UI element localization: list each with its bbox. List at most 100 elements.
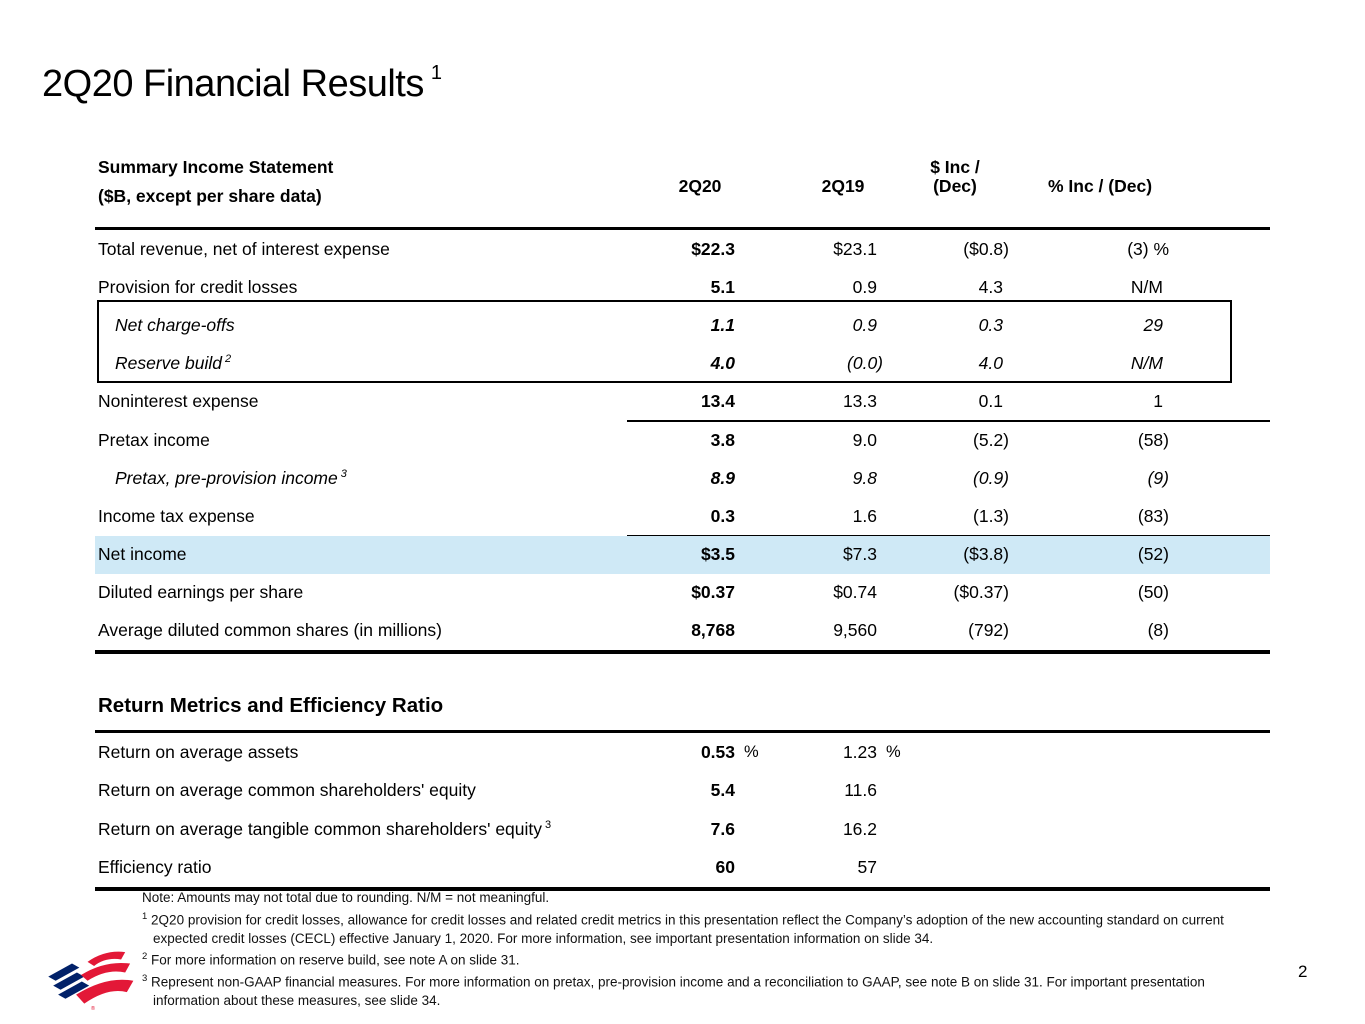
cell-dollar-inc-dec: (1.3): [973, 505, 1009, 526]
cell-2q19: 0.9: [852, 276, 877, 297]
cell-pct-inc-dec: (8): [1147, 620, 1169, 641]
cell-dollar-inc-dec: (792): [968, 620, 1009, 641]
cell-dollar-inc-dec: ($0.8): [963, 238, 1009, 259]
income-statement-header: Summary Income Statement ($B, except per…: [95, 137, 1270, 230]
cell-2q20: 8,768: [691, 620, 735, 641]
income-statement-table: Summary Income Statement ($B, except per…: [95, 137, 1270, 655]
page-number: 2: [1298, 962, 1308, 981]
cell-2q20: 0.3: [710, 505, 735, 526]
cell-dollar-inc-dec: 4.0: [978, 353, 1003, 374]
cell-2q20: $22.3: [691, 238, 735, 259]
cell-2q19: $23.1: [833, 238, 877, 259]
flag-logo-icon: ®: [48, 951, 134, 1012]
table-row: Efficiency ratio 60 57: [95, 849, 1270, 888]
table-row: Diluted earnings per share $0.37 $0.74 ($0.…: [95, 574, 1270, 612]
cell-dollar-inc-dec: 0.3: [978, 314, 1003, 335]
row-label: Provision for credit losses: [98, 276, 298, 297]
cell-2q20: 60: [715, 857, 735, 878]
cell-2q19: 9.0: [852, 429, 877, 450]
table-row: Net charge-offs 1.1 0.9 0.3 29: [95, 306, 1270, 344]
row-label: Return on average assets: [98, 741, 299, 762]
page-title-text: 2Q20 Financial Results: [42, 63, 424, 106]
return-metrics-title: Return Metrics and Efficiency Ratio: [95, 690, 1270, 733]
header-label-line2: ($B, except per share data): [98, 186, 322, 206]
cell-2q20: 5.1: [710, 276, 735, 297]
page-title-footnote-ref: 1: [430, 61, 442, 84]
cell-pct-inc-dec: (58): [1137, 429, 1169, 450]
cell-dollar-inc-dec: (0.9): [973, 467, 1009, 488]
row-label: Average diluted common shares (in millio…: [98, 620, 442, 641]
cell-2q19: $0.74: [833, 582, 877, 603]
page-title: 2Q20 Financial Results 1: [42, 61, 442, 106]
cell-2q19: $7.3: [842, 544, 877, 565]
bank-of-america-logo: ®: [45, 936, 135, 1014]
footnote: 2 For more information on reserve build,…: [142, 951, 520, 968]
table-row: Reserve build 2 4.0 (0.0) 4.0 N/M: [95, 345, 1270, 383]
cell-dollar-inc-dec: (5.2): [973, 429, 1009, 450]
table-row: Return on average tangible common shareh…: [95, 810, 1270, 849]
cell-2q19: 13.3: [842, 391, 877, 412]
cell-2q19: 57: [857, 857, 877, 878]
table-row: Return on average common shareholders' e…: [95, 772, 1270, 811]
footnote-items: 1 2Q20 provision for credit losses, allo…: [142, 908, 1270, 1011]
header-label: Summary Income Statement ($B, except per…: [95, 153, 627, 211]
cell-pct-inc-dec: (50): [1137, 582, 1169, 603]
cell-dollar-inc-dec: ($3.8): [963, 544, 1009, 565]
table-row: Provision for credit losses 5.1 0.9 4.3 N/M: [95, 268, 1270, 306]
cell-2q20: 0.53: [700, 741, 735, 762]
header-col-2q19: 2Q19: [821, 176, 865, 196]
cell-pct-inc-dec: 29: [1143, 314, 1163, 335]
row-label: Pretax, pre-provision income 3: [115, 467, 347, 488]
row-label: Return on average common shareholders' e…: [98, 780, 476, 801]
row-label: Net charge-offs: [115, 314, 235, 335]
cell-2q19: 11.6: [844, 780, 877, 801]
cell-2q20: 5.4: [710, 780, 735, 801]
cell-2q20: 3.8: [710, 429, 735, 450]
table-row: Total revenue, net of interest expense $2…: [95, 230, 1270, 268]
cell-2q19: 1.6: [852, 505, 877, 526]
footnote-note: Note: Amounts may not total due to round…: [142, 890, 550, 905]
cell-pct-inc-dec: N/M: [1130, 276, 1163, 297]
income-statement-body: Total revenue, net of interest expense $2…: [95, 230, 1270, 655]
cell-pct-inc-dec: 1: [1153, 391, 1163, 412]
row-label: Efficiency ratio: [98, 857, 212, 878]
cell-pct-inc-dec: (52): [1137, 544, 1169, 565]
header-col-pct-inc-dec: % Inc / (Dec): [1047, 176, 1153, 196]
return-metrics-table: Return Metrics and Efficiency Ratio Retu…: [95, 690, 1270, 891]
cell-2q19: 0.9: [852, 314, 877, 335]
footnote: 3 Represent non-GAAP financial measures.…: [142, 973, 1205, 1009]
header-col-2q20: 2Q20: [678, 176, 722, 196]
svg-text:®: ®: [91, 1005, 96, 1012]
cell-2q20: 8.9: [710, 467, 735, 488]
cell-dollar-inc-dec: 0.1: [978, 391, 1003, 412]
cell-2q19-unit: %: [886, 742, 901, 761]
table-row: Noninterest expense 13.4 13.3 0.1 1: [95, 383, 1270, 423]
cell-pct-inc-dec: (3) %: [1127, 238, 1169, 259]
cell-pct-inc-dec: (83): [1137, 505, 1169, 526]
cell-pct-inc-dec: (9): [1147, 467, 1169, 488]
row-label: Income tax expense: [98, 505, 255, 526]
cell-pct-inc-dec: N/M: [1130, 353, 1163, 374]
cell-2q19: 9,560: [833, 620, 877, 641]
row-label: Return on average tangible common shareh…: [98, 818, 552, 839]
header-col-dollar-inc-dec: $ Inc / (Dec): [930, 157, 980, 196]
cell-2q19: 9.8: [852, 467, 877, 488]
table-row: Average diluted common shares (in millio…: [95, 612, 1270, 650]
table-row: Net income $3.5 $7.3 ($3.8) (52): [95, 535, 1270, 574]
cell-2q20: 1.1: [710, 314, 735, 335]
row-label: Diluted earnings per share: [98, 582, 304, 603]
cell-2q20: 4.0: [710, 353, 735, 374]
cell-2q19: (0.0): [847, 353, 883, 374]
cell-2q20: $0.37: [691, 582, 735, 603]
cell-2q20: $3.5: [700, 544, 735, 565]
row-label: Total revenue, net of interest expense: [98, 238, 390, 259]
cell-2q19: 1.23: [842, 741, 877, 762]
cell-2q19: 16.2: [842, 818, 877, 839]
table-row: Return on average assets 0.53% 1.23%: [95, 733, 1270, 772]
cell-2q20: 7.6: [710, 818, 735, 839]
row-label: Reserve build 2: [115, 353, 232, 374]
cell-2q20-unit: %: [744, 742, 759, 761]
header-label-line1: Summary Income Statement: [98, 157, 334, 177]
row-label: Net income: [98, 544, 187, 565]
table-row: Pretax income 3.8 9.0 (5.2) (58): [95, 421, 1270, 459]
